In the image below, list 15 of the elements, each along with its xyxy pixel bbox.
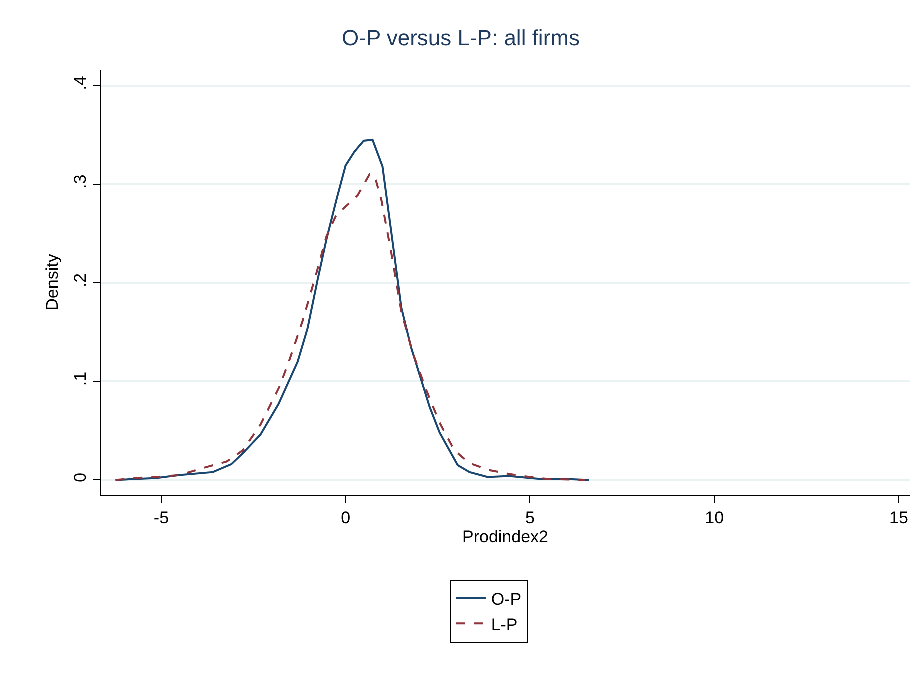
- y-tick-label: .3: [71, 174, 90, 189]
- x-tick-label: -5: [154, 508, 170, 528]
- y-axis-title: Density: [42, 254, 62, 311]
- x-tick-label: 5: [525, 508, 535, 528]
- legend-label: O-P: [491, 590, 522, 610]
- x-axis-title: Prodindex2: [462, 527, 549, 546]
- legend-label: L-P: [491, 615, 518, 634]
- x-tick-label: 10: [705, 508, 724, 528]
- y-tick-label: .4: [71, 76, 90, 90]
- x-tick-label: 0: [341, 508, 351, 528]
- y-tick-label: 0: [71, 472, 90, 482]
- y-tick-label: .2: [71, 273, 90, 288]
- x-tick-label: 15: [889, 508, 908, 528]
- chart-title: O-P versus L-P: all firms: [342, 26, 580, 51]
- y-tick-label: .1: [71, 372, 90, 386]
